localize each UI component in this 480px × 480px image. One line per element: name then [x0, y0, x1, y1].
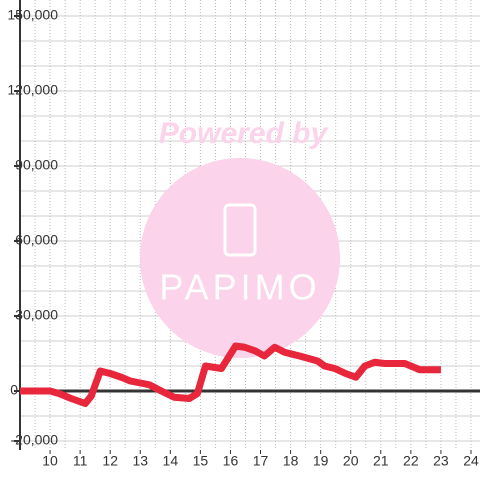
x-tick-label: 18 — [283, 453, 299, 469]
x-tick-label: 14 — [163, 453, 179, 469]
watermark-brand: PAPIMO — [159, 267, 320, 308]
x-tick-label: 23 — [433, 453, 449, 469]
y-tick-label: 60,000 — [15, 232, 58, 248]
watermark-title: Powered by — [159, 117, 329, 150]
x-tick-label: 10 — [42, 453, 58, 469]
y-tick-label: 30,000 — [15, 307, 58, 323]
data-line — [20, 342, 441, 407]
y-tick-label: 150,000 — [7, 7, 58, 23]
x-tick-label: 22 — [403, 453, 419, 469]
x-tick-label: 20 — [343, 453, 359, 469]
watermark-icon — [223, 203, 257, 257]
watermark-circle — [140, 158, 340, 358]
x-tick-label: 17 — [253, 453, 269, 469]
y-tick-label: 120,000 — [7, 82, 58, 98]
x-tick-label: 19 — [313, 453, 329, 469]
watermark: Powered by PAPIMO — [140, 117, 340, 358]
y-tick-label: 90,000 — [15, 157, 58, 173]
x-tick-label: 11 — [73, 453, 88, 469]
x-tick-label: 15 — [193, 453, 209, 469]
x-tick-label: 16 — [223, 453, 239, 469]
x-tick-label: 13 — [132, 453, 148, 469]
y-tick-label: 0 — [10, 382, 18, 398]
x-tick-label: 12 — [102, 453, 118, 469]
x-tick-label: 21 — [373, 453, 389, 469]
y-tick-label: -20,000 — [11, 432, 59, 448]
x-tick-label: 24 — [463, 453, 479, 469]
